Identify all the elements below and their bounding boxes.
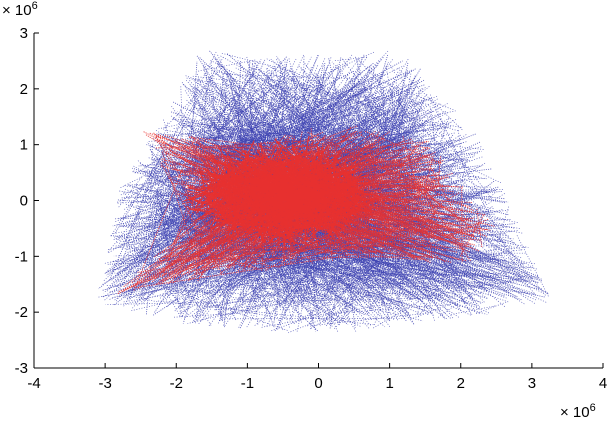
- x-tick-label: 3: [528, 375, 536, 392]
- x-multiplier-exp: 6: [590, 402, 596, 414]
- x-multiplier-label: × 106: [560, 402, 596, 421]
- y-tick-label: 1: [20, 137, 28, 154]
- y-multiplier-label: × 106: [2, 0, 38, 19]
- x-tick-label: 4: [599, 375, 607, 392]
- x-tick-label: 0: [314, 375, 322, 392]
- x-tick-label: 1: [385, 375, 393, 392]
- y-tick-label: -2: [15, 304, 28, 321]
- y-tick-label: 2: [20, 81, 28, 98]
- y-tick-label: -3: [15, 360, 28, 377]
- axes: [33, 32, 604, 369]
- plot-area: [98, 50, 549, 334]
- y-multiplier-exp: 6: [32, 0, 38, 12]
- y-tick-label: 3: [20, 25, 28, 42]
- y-tick-label: -1: [15, 248, 28, 265]
- y-tick-label: 0: [20, 193, 28, 210]
- x-tick-label: 2: [457, 375, 465, 392]
- series-red-core: [183, 135, 380, 251]
- x-tick-label: -2: [170, 375, 183, 392]
- y-multiplier-base: × 10: [2, 2, 32, 19]
- x-multiplier-base: × 10: [560, 404, 590, 421]
- x-tick-label: -4: [27, 375, 40, 392]
- x-tick-label: -3: [98, 375, 111, 392]
- x-tick-label: -1: [241, 375, 254, 392]
